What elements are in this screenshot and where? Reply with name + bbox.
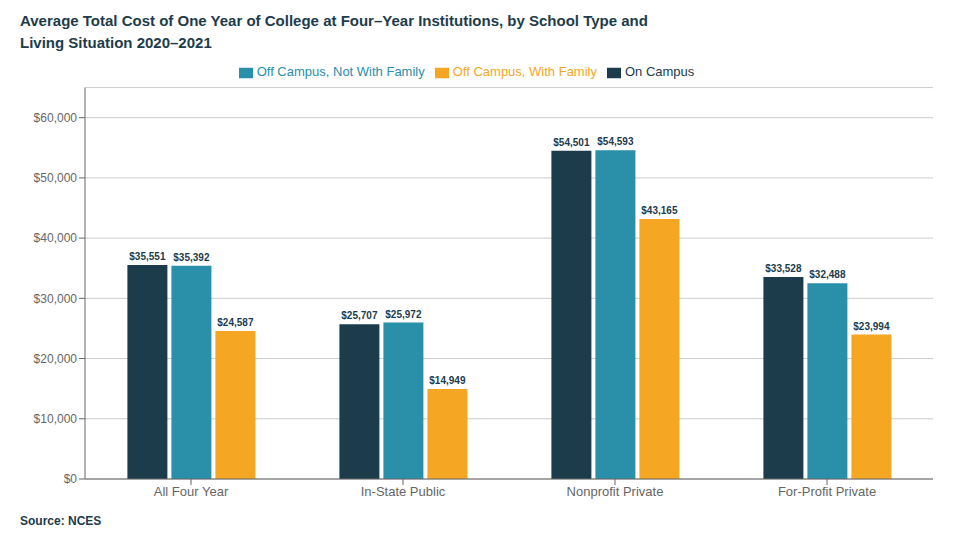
svg-text:$40,000: $40,000 xyxy=(34,231,78,245)
svg-text:$32,488: $32,488 xyxy=(809,269,846,280)
svg-text:$10,000: $10,000 xyxy=(34,412,78,426)
svg-text:In-State Public: In-State Public xyxy=(361,484,446,499)
svg-text:$14,949: $14,949 xyxy=(429,375,466,386)
svg-text:$23,994: $23,994 xyxy=(853,321,890,332)
html-text:Off Campus, Not With Family: Off Campus, Not With Family xyxy=(256,64,425,79)
svg-text:$50,000: $50,000 xyxy=(34,171,78,185)
svg-text:$54,501: $54,501 xyxy=(553,137,590,148)
html-text:Average Total Cost of One Year: Average Total Cost of One Year of Colleg… xyxy=(20,12,648,29)
svg-text:Nonprofit Private: Nonprofit Private xyxy=(567,484,664,499)
html-text:Off Campus, With Family: Off Campus, With Family xyxy=(452,64,597,79)
svg-text:$20,000: $20,000 xyxy=(34,352,78,366)
svg-text:$60,000: $60,000 xyxy=(34,111,78,125)
svg-text:$54,593: $54,593 xyxy=(597,136,634,147)
svg-text:For-Profit Private: For-Profit Private xyxy=(778,484,876,499)
html-text:On Campus: On Campus xyxy=(625,64,695,79)
html-text:Source: NCES: Source: NCES xyxy=(20,514,102,528)
svg-text:$30,000: $30,000 xyxy=(34,292,78,306)
svg-text:$35,551: $35,551 xyxy=(129,251,166,262)
svg-text:$33,528: $33,528 xyxy=(765,263,802,274)
html-text:Living Situation 2020–2021: Living Situation 2020–2021 xyxy=(20,34,212,51)
svg-text:$0: $0 xyxy=(64,472,78,486)
svg-text:$35,392: $35,392 xyxy=(173,252,210,263)
svg-text:$24,587: $24,587 xyxy=(217,317,254,328)
svg-text:$43,165: $43,165 xyxy=(641,205,678,216)
svg-text:$25,972: $25,972 xyxy=(385,309,422,320)
svg-text:All Four Year: All Four Year xyxy=(154,484,229,499)
svg-text:$25,707: $25,707 xyxy=(341,310,378,321)
